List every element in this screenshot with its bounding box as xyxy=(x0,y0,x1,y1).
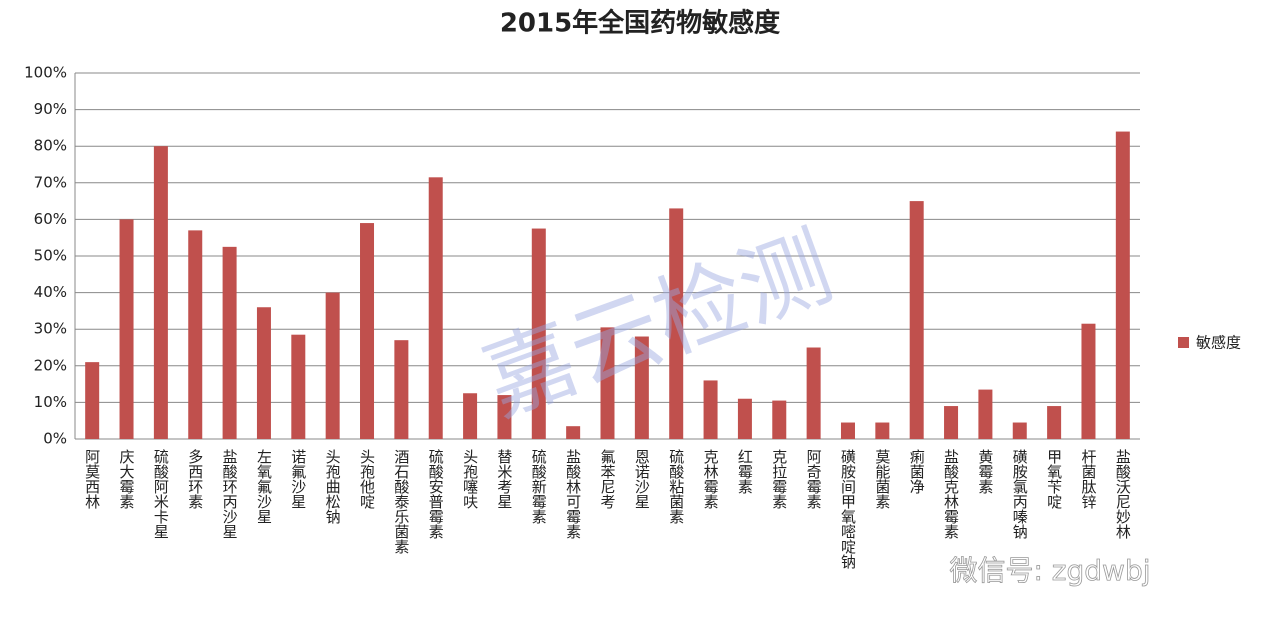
x-tick-label: 硫酸阿米卡星 xyxy=(152,449,170,539)
x-tick-label: 硫酸新霉素 xyxy=(530,449,548,524)
bar xyxy=(1047,406,1062,439)
x-tick-label: 盐酸林可霉素 xyxy=(564,449,582,539)
y-tick-label: 10% xyxy=(34,393,67,411)
bar xyxy=(806,347,821,439)
y-tick-label: 50% xyxy=(34,247,67,265)
x-tick-label: 红霉素 xyxy=(736,449,754,494)
bar xyxy=(772,400,787,439)
chart-title: 2015年全国药物敏感度 xyxy=(500,8,780,39)
bar xyxy=(1012,422,1027,439)
x-tick-label: 酒石酸泰乐菌素 xyxy=(392,449,410,554)
x-tick-label: 盐酸沃尼妙林 xyxy=(1114,449,1132,539)
y-tick-label: 80% xyxy=(34,137,67,155)
watermark: 微信号: zgdwbj xyxy=(949,554,1150,587)
bar xyxy=(840,422,855,439)
x-tick-label: 左氧氟沙星 xyxy=(255,449,273,524)
bar xyxy=(737,398,752,439)
bar xyxy=(1081,323,1096,439)
x-tick-label: 杆菌肽锌 xyxy=(1079,449,1097,509)
bar xyxy=(360,223,375,439)
y-tick-label: 90% xyxy=(34,100,67,118)
y-tick-label: 40% xyxy=(34,283,67,301)
x-tick-label: 磺胺间甲氧嘧啶钠 xyxy=(839,449,857,570)
x-tick-label: 多西环素 xyxy=(186,449,204,509)
y-tick-label: 70% xyxy=(34,173,67,191)
x-tick-label: 氟苯尼考 xyxy=(599,449,617,509)
y-tick-label: 30% xyxy=(34,320,67,338)
bar xyxy=(222,246,237,439)
x-tick-label: 诺氟沙星 xyxy=(289,449,307,509)
bar xyxy=(875,422,890,439)
x-tick-label: 盐酸环丙沙星 xyxy=(221,449,239,539)
x-tick-label: 莫能菌素 xyxy=(873,449,891,509)
x-tick-label: 硫酸安普霉素 xyxy=(427,449,445,539)
bar xyxy=(566,426,581,439)
legend-swatch xyxy=(1178,337,1189,348)
x-tick-label: 头孢噻呋 xyxy=(461,449,479,509)
x-tick-label: 头孢曲松钠 xyxy=(324,449,342,525)
bar xyxy=(153,146,168,439)
bar xyxy=(325,292,340,439)
bar xyxy=(669,208,684,439)
bar xyxy=(85,362,100,439)
y-tick-label: 60% xyxy=(34,210,67,228)
x-tick-label: 头孢他啶 xyxy=(358,449,376,510)
bar xyxy=(978,389,993,439)
x-tick-label: 阿莫西林 xyxy=(83,449,101,509)
x-tick-label: 庆大霉素 xyxy=(118,449,136,509)
x-tick-label: 替米考星 xyxy=(495,449,513,509)
bar xyxy=(909,201,924,439)
x-tick-label: 痢菌净 xyxy=(908,449,926,495)
y-tick-label: 100% xyxy=(24,64,67,82)
bar xyxy=(497,395,512,439)
bar xyxy=(394,340,409,439)
x-tick-label: 克拉霉素 xyxy=(770,449,788,509)
bar xyxy=(463,393,478,439)
bar xyxy=(119,219,134,439)
x-tick-label: 克林霉素 xyxy=(702,449,720,509)
y-tick-label: 20% xyxy=(34,356,67,374)
x-tick-label: 硫酸粘菌素 xyxy=(667,449,685,524)
bar xyxy=(531,228,546,439)
bar xyxy=(944,406,959,439)
bar xyxy=(188,230,203,439)
bar xyxy=(703,380,718,439)
x-tick-label: 黄霉素 xyxy=(976,449,994,494)
x-tick-label: 盐酸克林霉素 xyxy=(942,449,960,539)
x-tick-label: 磺胺氯丙嗪钠 xyxy=(1011,449,1029,540)
legend-label: 敏感度 xyxy=(1196,334,1241,352)
bar xyxy=(1115,131,1130,439)
bar xyxy=(256,307,271,439)
bar xyxy=(600,327,615,439)
bar xyxy=(291,334,306,439)
bar xyxy=(634,336,649,439)
x-tick-label: 甲氧苄啶 xyxy=(1045,449,1063,510)
x-tick-label: 阿奇霉素 xyxy=(805,449,823,509)
bar xyxy=(428,177,443,439)
x-tick-label: 恩诺沙星 xyxy=(633,449,651,509)
y-tick-label: 0% xyxy=(43,430,67,448)
